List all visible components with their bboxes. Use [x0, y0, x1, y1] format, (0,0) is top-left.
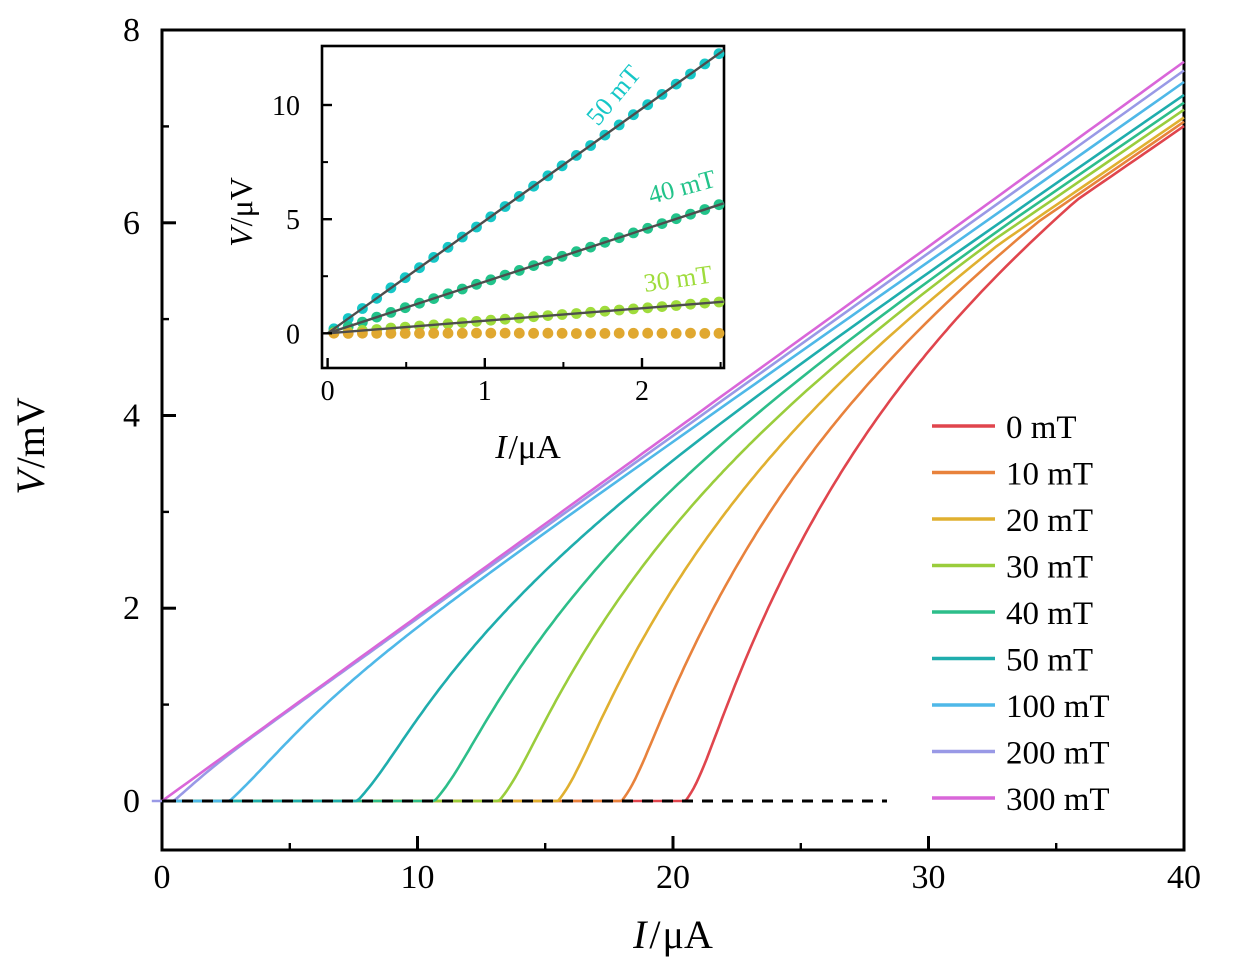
- svg-text:20: 20: [656, 859, 690, 896]
- svg-text:200 mT: 200 mT: [1006, 736, 1110, 772]
- svg-text:50 mT: 50 mT: [1006, 643, 1093, 679]
- svg-text:1: 1: [478, 376, 492, 407]
- svg-text:5: 5: [286, 205, 300, 236]
- svg-text:0: 0: [154, 859, 171, 896]
- svg-text:10: 10: [272, 91, 300, 122]
- svg-text:30 mT: 30 mT: [1006, 550, 1093, 586]
- svg-text:0: 0: [123, 783, 140, 820]
- svg-text:I/μA: I/μA: [494, 429, 561, 466]
- svg-text:V/mV: V/mV: [8, 397, 53, 495]
- svg-text:2: 2: [635, 376, 649, 407]
- svg-text:10: 10: [401, 859, 435, 896]
- svg-text:8: 8: [123, 12, 140, 49]
- svg-text:300 mT: 300 mT: [1006, 782, 1110, 818]
- svg-text:100 mT: 100 mT: [1006, 689, 1110, 725]
- svg-text:0 mT: 0 mT: [1006, 410, 1077, 446]
- svg-text:2: 2: [123, 590, 140, 627]
- svg-text:I/μA: I/μA: [632, 912, 713, 957]
- svg-text:10 mT: 10 mT: [1006, 457, 1093, 493]
- svg-text:0: 0: [321, 376, 335, 407]
- svg-text:0: 0: [286, 319, 300, 350]
- svg-text:40 mT: 40 mT: [1006, 596, 1093, 632]
- svg-text:4: 4: [123, 398, 140, 435]
- svg-text:40: 40: [1167, 859, 1201, 896]
- svg-text:20 mT: 20 mT: [1006, 503, 1093, 539]
- svg-text:V/μV: V/μV: [223, 177, 259, 247]
- svg-text:6: 6: [123, 205, 140, 242]
- svg-text:30: 30: [912, 859, 946, 896]
